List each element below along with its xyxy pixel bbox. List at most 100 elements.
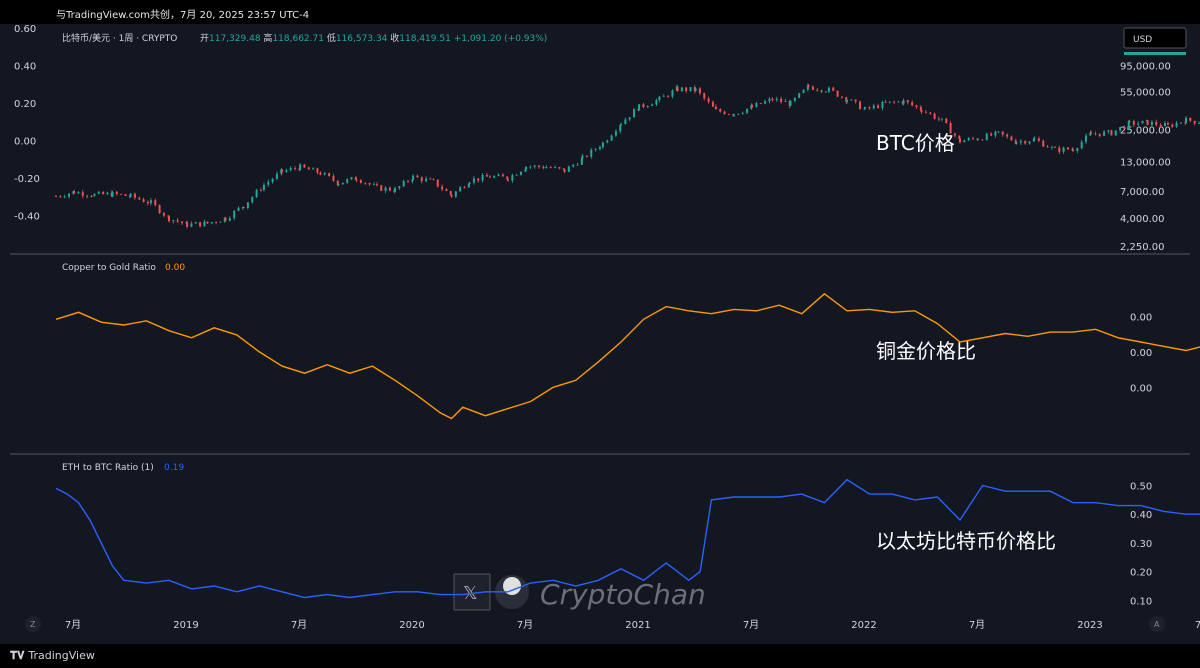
candle-body <box>1123 127 1126 129</box>
left-scale-tick: -0.40 <box>14 212 40 223</box>
candle-body <box>1198 123 1200 124</box>
candle-body <box>316 168 319 173</box>
btc-ohlc: 开117,329.48 高118,662.71 低116,573.34 收118… <box>200 32 547 44</box>
btc-price-tick: 7,000.00 <box>1120 187 1165 198</box>
candle-body <box>981 139 984 141</box>
candle-body <box>897 101 900 103</box>
candle-body <box>380 185 383 191</box>
candle-body <box>485 175 488 177</box>
candle-body <box>793 97 796 101</box>
candle-body <box>864 107 867 109</box>
candle-body <box>124 194 127 196</box>
candle-body <box>723 111 726 115</box>
candle-body <box>1046 146 1049 148</box>
candle-body <box>798 93 801 98</box>
candle-body <box>646 105 649 107</box>
candle-body <box>511 175 514 181</box>
candle-body <box>845 97 848 102</box>
currency-button[interactable] <box>1123 27 1187 49</box>
candle-body <box>994 131 997 136</box>
candle-body <box>667 95 670 97</box>
candle-body <box>262 184 265 191</box>
candle-body <box>811 86 814 90</box>
candle-body <box>562 168 565 170</box>
candle-body <box>224 217 227 221</box>
close-label: 收 <box>390 32 399 44</box>
time-axis-label: 7月 <box>517 619 533 631</box>
tradingview-logo-icon[interactable]: 𝐓𝐕 TradingView <box>10 649 95 662</box>
candle-body <box>1110 130 1113 136</box>
chart-area[interactable]: 比特币/美元 · 1周 · CRYPTO 开117,329.48 高118,66… <box>0 24 1200 644</box>
candle-body <box>199 222 202 227</box>
candle-body <box>488 176 491 178</box>
candle-body <box>1015 142 1018 144</box>
candle-body <box>911 102 914 106</box>
candle-body <box>1127 121 1130 129</box>
candle-body <box>802 89 805 94</box>
candle-body <box>619 124 622 132</box>
candle-body <box>919 106 922 111</box>
candle-body <box>459 187 462 192</box>
candle-body <box>1103 131 1106 136</box>
candle-body <box>614 131 617 136</box>
candle-body <box>1042 140 1045 147</box>
candle-body <box>285 170 288 172</box>
candle-body <box>1032 138 1035 142</box>
currency-button-label: USD <box>1133 35 1152 45</box>
candle-body <box>972 138 975 139</box>
auto-scale-button[interactable] <box>1149 616 1165 632</box>
candle-body <box>432 179 435 180</box>
candle-body <box>328 173 331 176</box>
time-axis-label: 7月 <box>65 619 81 631</box>
candle-body <box>336 180 339 186</box>
series <box>55 83 1200 599</box>
candle-body <box>580 157 583 165</box>
candle-body <box>967 138 970 141</box>
candle-body <box>507 179 509 181</box>
candle-body <box>77 192 80 194</box>
candle-body <box>450 195 453 197</box>
footer-bar: 𝐓𝐕 TradingView <box>0 644 1200 668</box>
zoom-left-button[interactable] <box>25 616 41 632</box>
published-text: 与TradingView.com共创，7月 20, 2025 23:57 UTC… <box>56 10 310 21</box>
candle-body <box>840 96 843 98</box>
candle-body <box>558 167 561 169</box>
candle-body <box>598 147 601 150</box>
candle-body <box>1166 123 1169 125</box>
candle-body <box>789 100 792 106</box>
candle-body <box>73 191 76 194</box>
candle-body <box>355 179 358 181</box>
candle-body <box>658 96 661 101</box>
chart-svg[interactable]: 比特币/美元 · 1周 · CRYPTO 开117,329.48 高118,66… <box>0 24 1200 644</box>
candle-body <box>940 118 943 120</box>
copper-gold-annotation: 铜金价格比 <box>876 339 976 363</box>
published-header: 与TradingView.com共创，7月 20, 2025 23:57 UTC… <box>0 0 1200 24</box>
candle-body <box>780 98 783 102</box>
zoom-left-label: Z <box>30 620 36 629</box>
candle-body <box>388 187 391 191</box>
candle-body <box>445 189 448 192</box>
candle-body <box>727 114 730 115</box>
axes: 7月20197月20207月20217月20227月20237月20247月20… <box>14 24 1200 631</box>
candle-body <box>1159 124 1162 127</box>
candle-body <box>633 109 636 118</box>
eth-btc-line-tick: 0.20 <box>1130 568 1152 579</box>
candle-body <box>714 106 717 110</box>
candle-body <box>398 186 401 189</box>
eth-btc-line <box>55 478 1200 599</box>
candle-body <box>685 87 688 91</box>
candle-body <box>436 179 439 187</box>
candle-body <box>1019 141 1022 143</box>
candle-body <box>524 169 527 172</box>
candle-body <box>945 118 948 124</box>
candle-body <box>1066 147 1069 150</box>
candle-body <box>662 95 665 97</box>
candle-body <box>768 98 771 102</box>
candle-body <box>255 189 258 198</box>
candle-body <box>1189 117 1192 121</box>
candle-body <box>176 220 179 222</box>
candle-body <box>572 164 575 167</box>
candle-body <box>594 149 597 150</box>
candle-body <box>746 108 749 113</box>
candle-body <box>624 119 627 125</box>
